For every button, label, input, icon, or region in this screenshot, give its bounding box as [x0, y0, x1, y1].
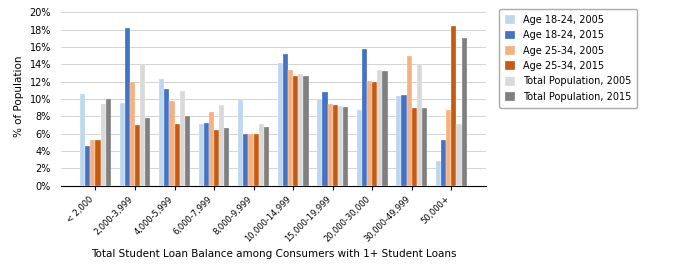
Bar — [125, 28, 130, 185]
Bar — [402, 95, 406, 186]
Bar — [412, 108, 417, 186]
Bar — [422, 108, 427, 186]
Bar — [185, 116, 190, 186]
Bar — [248, 134, 254, 186]
Bar — [130, 82, 135, 186]
Bar — [417, 65, 422, 186]
X-axis label: Total Student Loan Balance among Consumers with 1+ Student Loans: Total Student Loan Balance among Consume… — [90, 249, 456, 259]
Bar — [198, 124, 204, 186]
Bar — [317, 99, 323, 186]
Bar — [264, 127, 269, 186]
Bar — [101, 104, 106, 186]
Bar — [259, 124, 264, 186]
Bar — [456, 124, 462, 186]
Bar — [135, 125, 140, 186]
Bar — [436, 161, 441, 186]
Bar — [446, 110, 452, 186]
Bar — [367, 81, 372, 186]
Bar — [180, 91, 185, 186]
Bar — [145, 118, 151, 186]
Bar — [175, 124, 180, 186]
Legend: Age 18-24, 2005, Age 18-24, 2015, Age 25-34, 2005, Age 25-34, 2015, Total Popula: Age 18-24, 2005, Age 18-24, 2015, Age 25… — [500, 9, 637, 108]
Bar — [159, 79, 164, 186]
Bar — [298, 74, 304, 186]
Bar — [204, 123, 209, 186]
Bar — [406, 56, 412, 186]
Bar — [85, 146, 90, 185]
Bar — [277, 63, 283, 186]
Bar — [441, 140, 446, 186]
Bar — [283, 54, 288, 186]
Bar — [119, 103, 125, 186]
Bar — [288, 70, 293, 186]
Bar — [254, 134, 259, 186]
Bar — [238, 100, 243, 186]
Bar — [95, 140, 101, 186]
Bar — [362, 49, 367, 186]
Bar — [169, 101, 175, 186]
Bar — [209, 112, 214, 186]
Bar — [396, 96, 402, 186]
Bar — [140, 65, 145, 186]
Bar — [164, 89, 169, 186]
Y-axis label: % of Population: % of Population — [14, 56, 24, 138]
Bar — [333, 105, 338, 186]
Bar — [243, 134, 248, 186]
Bar — [343, 107, 348, 186]
Bar — [338, 106, 343, 186]
Bar — [357, 110, 362, 186]
Bar — [214, 130, 219, 186]
Bar — [377, 70, 383, 186]
Bar — [106, 99, 111, 186]
Bar — [462, 38, 466, 185]
Bar — [323, 92, 327, 186]
Bar — [372, 82, 377, 186]
Bar — [383, 71, 387, 186]
Bar — [293, 76, 298, 186]
Bar — [327, 104, 333, 186]
Bar — [224, 128, 230, 186]
Bar — [452, 26, 456, 186]
Bar — [219, 105, 224, 186]
Bar — [90, 140, 95, 186]
Bar — [304, 76, 308, 186]
Bar — [80, 94, 85, 186]
